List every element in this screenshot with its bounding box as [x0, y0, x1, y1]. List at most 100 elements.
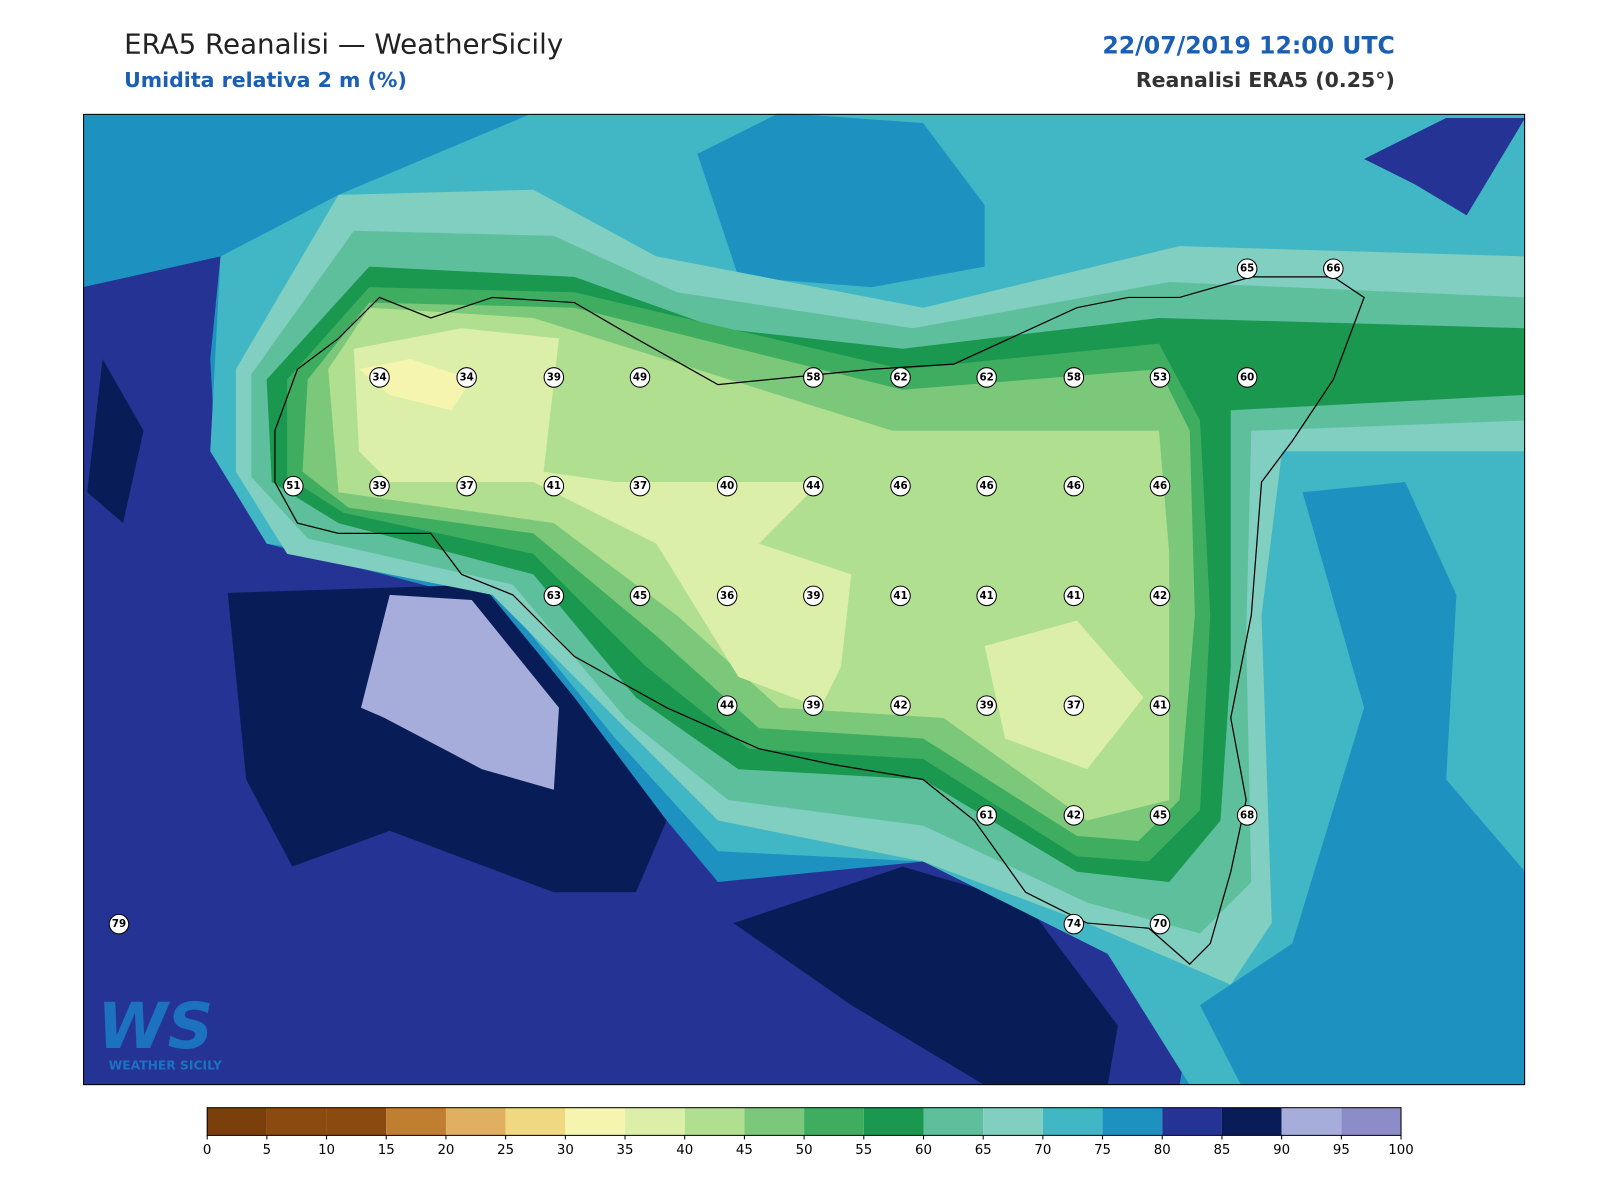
station-marker: [108, 913, 130, 935]
station-marker: [1149, 367, 1171, 388]
source: Reanalisi ERA5 (0.25°): [1136, 68, 1395, 92]
station-marker: [1236, 805, 1258, 826]
colorbar-swatch: [863, 1107, 924, 1136]
colorbar-swatch: [1042, 1107, 1103, 1136]
station-value: 37: [460, 480, 474, 492]
station-value: 58: [1067, 371, 1081, 383]
station-value: 34: [372, 371, 386, 383]
colorbar-swatch: [207, 1107, 267, 1136]
colorbar-tick-label: 15: [378, 1143, 395, 1158]
station-value: 62: [893, 371, 907, 383]
station-marker: [803, 585, 824, 607]
colorbar-swatch: [505, 1107, 566, 1136]
colorbar-swatch: [1341, 1107, 1402, 1136]
station-marker: [803, 475, 824, 497]
station-marker: [1149, 805, 1171, 826]
station-marker: [456, 367, 477, 388]
station-marker: [890, 475, 911, 497]
station-value: 39: [806, 700, 820, 712]
station-marker: [629, 367, 651, 388]
station-value: 37: [1067, 700, 1081, 712]
station-value: 46: [980, 480, 994, 492]
station-marker: [1063, 367, 1085, 388]
colorbar-swatch: [1281, 1107, 1342, 1136]
station-marker: [369, 367, 390, 388]
station-marker: [1149, 585, 1171, 607]
station-marker: [803, 367, 824, 388]
station-marker: [456, 475, 477, 497]
station-marker: [543, 367, 565, 388]
station-value: 39: [806, 590, 820, 602]
station-value: 42: [1067, 809, 1081, 821]
station-value: 65: [1240, 263, 1254, 275]
station-value: 63: [547, 590, 561, 602]
colorbar-tick-label: 60: [915, 1143, 932, 1158]
station-value: 36: [720, 590, 734, 602]
station-marker: [976, 805, 997, 826]
station-marker: [1063, 695, 1085, 716]
colorbar-swatch: [804, 1107, 864, 1136]
colorbar-tick-label: 95: [1333, 1143, 1350, 1158]
station-value: 41: [547, 480, 561, 492]
station-value: 46: [1067, 480, 1081, 492]
logo-mark: WS: [97, 989, 213, 1063]
station-value: 42: [893, 700, 907, 712]
station-value: 61: [980, 809, 994, 821]
station-value: 53: [1153, 371, 1167, 383]
subtitle: Umidita relativa 2 m (%): [124, 68, 407, 92]
station-value: 37: [633, 480, 647, 492]
station-value: 70: [1153, 918, 1167, 930]
colorbar-swatch: [1221, 1107, 1282, 1136]
station-value: 58: [806, 371, 820, 383]
station-marker: [543, 475, 565, 497]
station-value: 39: [372, 480, 386, 492]
station-marker: [716, 695, 738, 716]
colorbar-tick-label: 80: [1154, 1143, 1171, 1158]
station-marker: [890, 585, 911, 607]
station-value: 44: [806, 480, 820, 492]
station-value: 40: [720, 480, 734, 492]
station-marker: [716, 585, 738, 607]
station-value: 34: [460, 371, 474, 383]
colorbar-tick-label: 40: [676, 1143, 693, 1158]
station-value: 39: [980, 700, 994, 712]
station-marker: [890, 367, 911, 388]
station-marker: [890, 695, 911, 716]
colorbar-swatch: [445, 1107, 506, 1136]
station-marker: [1323, 258, 1344, 279]
station-marker: [1063, 913, 1085, 935]
colorbar-tick-label: 75: [1094, 1143, 1111, 1158]
colorbar-swatch: [266, 1107, 327, 1136]
station-value: 39: [547, 371, 561, 383]
colorbar-tick-label: 10: [318, 1143, 335, 1158]
station-marker: [1063, 475, 1085, 497]
map: [83, 113, 1526, 1086]
station-value: 45: [633, 590, 647, 602]
station-marker: [716, 475, 738, 497]
station-value: 41: [1067, 590, 1081, 602]
colorbar-swatch: [923, 1107, 984, 1136]
station-marker: [629, 475, 651, 497]
title: ERA5 Reanalisi — WeatherSicily: [124, 27, 563, 60]
station-marker: [976, 695, 997, 716]
station-marker: [1149, 475, 1171, 497]
datetime: 22/07/2019 12:00 UTC: [1102, 31, 1394, 59]
colorbar-swatch: [1162, 1107, 1222, 1136]
colorbar-tick-label: 100: [1388, 1143, 1413, 1158]
colorbar-tick-label: 30: [557, 1143, 574, 1158]
station-value: 46: [893, 480, 907, 492]
station-value: 74: [1067, 918, 1081, 930]
station-labels: 65 66 34 34 39 49 58 62 62 58 53 60 51 39 37 41 37 40 44 46…: [108, 258, 1344, 935]
colorbar-swatch: [625, 1107, 685, 1136]
logo-text: WEATHER SICILY: [109, 1059, 223, 1073]
colorbar-tick-label: 20: [437, 1143, 454, 1158]
station-value: 41: [893, 590, 907, 602]
colorbar: 0 5 10 15 20 25 30 35 40 45 50 55 60 65 70 75 80 85 90 95 10…: [203, 1107, 1414, 1158]
colorbar-tick-label: 65: [975, 1143, 992, 1158]
colorbar-tick-label: 50: [796, 1143, 813, 1158]
station-value: 68: [1240, 809, 1254, 821]
station-marker: [1236, 258, 1258, 279]
colorbar-tick-label: 90: [1273, 1143, 1290, 1158]
colorbar-swatch: [684, 1107, 745, 1136]
